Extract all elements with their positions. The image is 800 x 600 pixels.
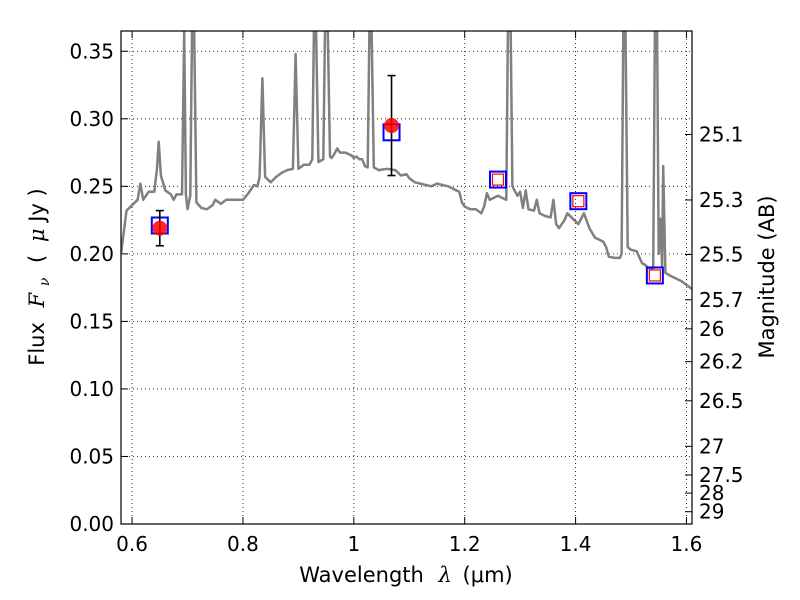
right-tick-label: 25.1 xyxy=(699,122,744,146)
right-tick-label: 29 xyxy=(699,500,724,524)
x-tick-label: 1 xyxy=(347,532,360,556)
model-photometry-point xyxy=(569,192,588,211)
model-photometry-point xyxy=(645,266,664,285)
right-tick-label: 25.3 xyxy=(699,188,744,212)
y-axis-label-unit-mu: μ xyxy=(25,228,49,242)
y-tick-label: 0.20 xyxy=(69,242,114,266)
observed-point xyxy=(384,118,400,134)
y-tick-label: 0.00 xyxy=(69,512,114,536)
y-tick-label: 0.25 xyxy=(69,174,114,198)
observed-point xyxy=(152,220,168,236)
right-tick-label: 28 xyxy=(699,481,724,505)
y-axis-label-symbol: F xyxy=(25,291,49,308)
y-axis-label-subscript: ν xyxy=(37,277,53,286)
right-tick-label: 25.5 xyxy=(699,243,744,267)
y-axis-label-text: Flux xyxy=(25,322,49,366)
right-tick-label: 26 xyxy=(699,317,724,341)
y-tick-label: 0.10 xyxy=(69,377,114,401)
y-axis-label-unit-close: Jy ) xyxy=(25,188,49,224)
x-tick-label: 1.2 xyxy=(449,532,481,556)
plot-area xyxy=(121,31,692,291)
right-tick-label: 27 xyxy=(699,434,724,458)
model-photometry-point xyxy=(488,170,507,189)
x-tick-label: 1.6 xyxy=(671,532,703,556)
model-spectrum-line xyxy=(121,31,692,291)
grid-lines xyxy=(121,31,692,525)
y-tick-label: 0.05 xyxy=(69,444,114,468)
y-tick-label: 0.15 xyxy=(69,309,114,333)
alt-photometry-point xyxy=(572,195,585,208)
x-tick-label: 1.4 xyxy=(560,532,592,556)
y-tick-label: 0.35 xyxy=(69,39,114,63)
photometry-points xyxy=(150,74,664,285)
x-axis-label-symbol: λ xyxy=(438,563,452,587)
right-axis-label: Magnitude (AB) xyxy=(755,195,779,358)
x-axis-label-text: Wavelength xyxy=(299,563,424,587)
alt-photometry-point xyxy=(491,173,505,186)
alt-photometry-point xyxy=(648,269,661,282)
right-tick-label: 26.2 xyxy=(699,350,744,374)
x-axis-label-unit: (μm) xyxy=(463,563,513,587)
y-axis-left: 0.00 0.05 0.10 0.15 0.20 0.25 0.30 0.35 xyxy=(69,39,128,536)
x-axis: 0.6 0.8 1 1.2 1.4 1.6 xyxy=(116,31,702,556)
x-tick-label: 0.6 xyxy=(116,532,148,556)
x-tick-label: 0.8 xyxy=(227,532,259,556)
y-tick-label: 0.30 xyxy=(69,107,114,131)
right-tick-label: 26.5 xyxy=(699,389,744,413)
right-tick-label: 25.7 xyxy=(699,288,744,312)
x-axis-label: Wavelength λ (μm) xyxy=(299,563,512,587)
y-axis-label-unit-open: ( xyxy=(25,255,49,263)
plot-frame xyxy=(120,30,693,525)
right-tick-label: 27.5 xyxy=(699,463,744,487)
y-axis-label: Flux F ν ( μ Jy ) xyxy=(25,188,54,366)
